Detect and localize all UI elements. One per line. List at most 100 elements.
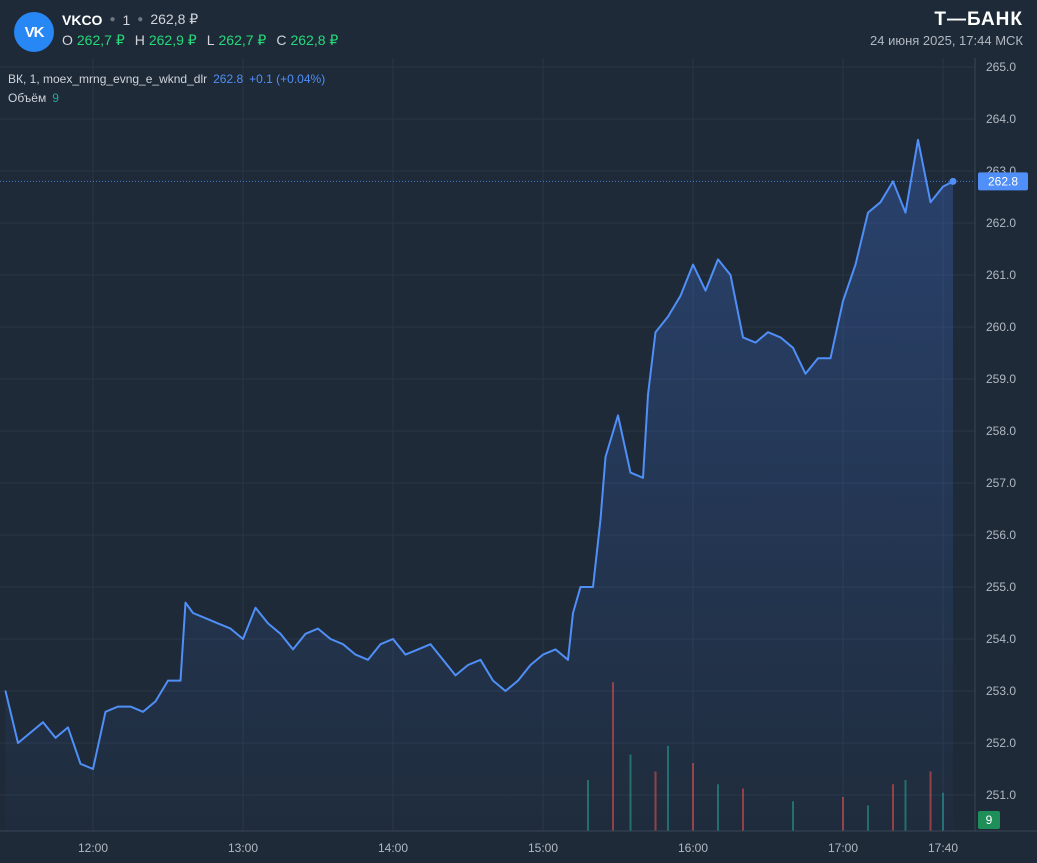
volume-value: 9 bbox=[52, 91, 59, 105]
price-point bbox=[767, 331, 769, 334]
interval-label[interactable]: 1 bbox=[122, 11, 131, 28]
price-point bbox=[279, 633, 282, 635]
price-point bbox=[267, 622, 269, 625]
price-point bbox=[572, 612, 574, 614]
volume-bar bbox=[667, 746, 669, 831]
price-point bbox=[842, 300, 844, 302]
price-point bbox=[792, 347, 794, 349]
chart-header: VK VKCO ● 1 ● 262,8 ₽ O 262,7 ₽ H 262,9 ₽ … bbox=[0, 0, 1037, 58]
price-point bbox=[404, 653, 407, 656]
price-point bbox=[342, 643, 344, 645]
price-point bbox=[454, 674, 457, 677]
volume-bar bbox=[717, 784, 719, 831]
separator-dot: ● bbox=[109, 14, 116, 25]
ohlc-close: C 262,8 ₽ bbox=[276, 32, 339, 48]
series-change: +0.1 (+0.04%) bbox=[249, 72, 326, 86]
price-point bbox=[517, 679, 519, 682]
series-value: 262.8 bbox=[213, 72, 244, 86]
price-point bbox=[204, 617, 207, 619]
price-point bbox=[654, 331, 657, 334]
ohlc-open: O 262,7 ₽ bbox=[62, 32, 125, 48]
x-tick-label: 15:00 bbox=[528, 841, 558, 855]
price-point bbox=[179, 679, 182, 682]
y-tick-label: 260.0 bbox=[986, 320, 1016, 334]
series-legend[interactable]: ВК, 1, moex_mrng_evng_e_wknd_dlr 262.8 +… bbox=[8, 72, 325, 86]
last-price: 262,8 ₽ bbox=[150, 11, 199, 27]
price-point bbox=[29, 731, 32, 734]
price-point bbox=[92, 768, 94, 770]
vk-logo-icon[interactable]: VK bbox=[14, 12, 54, 52]
volume-bar bbox=[612, 682, 614, 831]
axes: 265.0264.0263.0262.0261.0260.0259.0258.0… bbox=[0, 58, 1037, 855]
y-tick-label: 253.0 bbox=[986, 684, 1016, 698]
price-point bbox=[892, 180, 894, 183]
ohlc-low: L 262,7 ₽ bbox=[206, 32, 267, 48]
y-tick-label: 255.0 bbox=[986, 580, 1016, 594]
price-point bbox=[117, 705, 119, 708]
ohlc-high: H 262,9 ₽ bbox=[134, 32, 197, 48]
price-area bbox=[5, 139, 953, 832]
y-tick-label: 259.0 bbox=[986, 372, 1016, 386]
ohlc-line: O 262,7 ₽ H 262,9 ₽ L 262,7 ₽ C 262,8 ₽ bbox=[62, 32, 338, 49]
price-point bbox=[592, 586, 594, 588]
volume-bar bbox=[892, 784, 894, 831]
y-tick-label: 264.0 bbox=[986, 112, 1016, 126]
price-point bbox=[217, 622, 219, 625]
price-point bbox=[304, 633, 307, 635]
volume-bar bbox=[654, 771, 657, 831]
price-point bbox=[854, 263, 857, 266]
price-point bbox=[942, 185, 944, 188]
price-point bbox=[492, 679, 494, 682]
price-point bbox=[192, 612, 194, 614]
volume-bar bbox=[629, 754, 632, 831]
price-point bbox=[354, 653, 357, 656]
price-point bbox=[604, 456, 607, 458]
price-point bbox=[329, 638, 332, 640]
x-tick-label: 12:00 bbox=[78, 841, 108, 855]
price-point bbox=[867, 211, 869, 214]
volume-legend[interactable]: Объём 9 bbox=[8, 91, 59, 105]
price-point bbox=[317, 627, 319, 630]
last-price-badge bbox=[978, 172, 1028, 191]
price-point bbox=[429, 643, 432, 645]
price-point bbox=[242, 638, 244, 640]
price-point bbox=[879, 201, 882, 203]
y-tick-label: 254.0 bbox=[986, 632, 1016, 646]
price-area-fill bbox=[5, 139, 953, 832]
volume-bar bbox=[904, 780, 907, 831]
volume-bar bbox=[792, 801, 794, 831]
price-point bbox=[417, 648, 419, 651]
price-point bbox=[467, 664, 469, 666]
brand-logo: Т—БАНК bbox=[934, 9, 1023, 30]
x-tick-label: 17:40 bbox=[928, 841, 958, 855]
price-point bbox=[704, 289, 707, 292]
price-point bbox=[817, 357, 819, 360]
price-point bbox=[154, 700, 157, 703]
price-point bbox=[142, 711, 144, 713]
price-point bbox=[629, 471, 632, 474]
price-point bbox=[442, 659, 444, 661]
ticker-name[interactable]: VKCO bbox=[62, 11, 103, 28]
price-point bbox=[479, 659, 482, 661]
volume-bar bbox=[587, 780, 589, 831]
price-point bbox=[17, 742, 19, 744]
price-point bbox=[729, 274, 732, 276]
price-point bbox=[42, 721, 44, 723]
y-tick-label: 261.0 bbox=[986, 268, 1016, 282]
y-tick-label: 262.0 bbox=[986, 216, 1016, 230]
volume-badge-label: 9 bbox=[986, 813, 993, 827]
y-tick-label: 257.0 bbox=[986, 476, 1016, 490]
volume-bar bbox=[942, 792, 944, 831]
price-point bbox=[667, 315, 669, 318]
price-point bbox=[254, 607, 257, 609]
price-point bbox=[184, 601, 187, 604]
price-point bbox=[647, 393, 649, 396]
y-tick-label: 256.0 bbox=[986, 528, 1016, 542]
price-point bbox=[742, 336, 744, 339]
price-point bbox=[504, 690, 507, 692]
price-point bbox=[917, 139, 919, 141]
price-point bbox=[717, 258, 719, 261]
volume-badge bbox=[978, 811, 1000, 829]
price-point bbox=[379, 643, 382, 645]
